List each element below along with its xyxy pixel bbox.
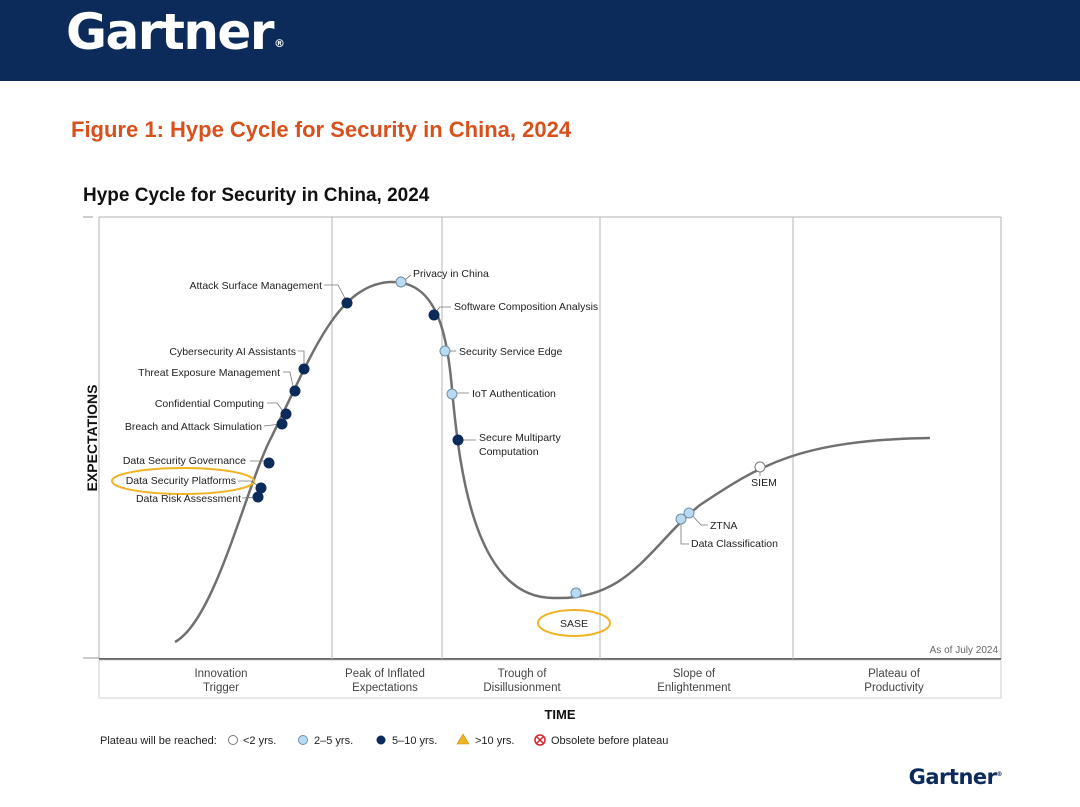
- tech-label-siem: SIEM: [751, 477, 777, 489]
- tech-label-data-classification: Data Classification: [691, 538, 778, 550]
- phase-label-band: [98, 659, 1002, 699]
- footer-gartner-logo: Gartner®: [908, 765, 1003, 789]
- legend-label: Obsolete before plateau: [551, 735, 668, 747]
- tech-label-secure-multiparty-computation-line2: Computation: [479, 446, 539, 458]
- marker-cybersecurity-ai-assistants: [298, 363, 310, 375]
- marker-ztna: [683, 507, 695, 519]
- marker-privacy-in-china: [395, 276, 407, 288]
- tech-label-attack-surface-management: Attack Surface Management: [190, 280, 323, 292]
- header-bar: Gartner®: [0, 0, 1080, 81]
- leader-line: [680, 520, 689, 545]
- legend-title: Plateau will be reached:: [100, 735, 217, 747]
- marker-attack-surface-management: [341, 297, 353, 309]
- marker-secure-multiparty-computation: [452, 434, 464, 446]
- tech-label-data-security-governance: Data Security Governance: [123, 455, 246, 467]
- phase-label: Trigger: [203, 682, 239, 694]
- tech-label-data-risk-assessment: Data Risk Assessment: [136, 493, 241, 505]
- technology-markers: [252, 276, 766, 599]
- legend-marker-white: [228, 735, 238, 745]
- phase-label: Disillusionment: [483, 682, 561, 694]
- x-axis-label: TIME: [544, 707, 575, 722]
- tech-label-cybersecurity-ai-assistants: Cybersecurity AI Assistants: [169, 346, 296, 358]
- tech-label-security-service-edge: Security Service Edge: [459, 346, 562, 358]
- phase-label: Slope of: [673, 668, 716, 680]
- tech-label-breach-and-attack-simulation: Breach and Attack Simulation: [125, 421, 262, 433]
- marker-security-service-edge: [439, 345, 451, 357]
- marker-data-classification: [675, 513, 687, 525]
- phase-labels: Innovation Trigger Peak of Inflated Expe…: [194, 668, 924, 694]
- marker-confidential-computing: [280, 408, 292, 420]
- tech-label-software-composition-analysis: Software Composition Analysis: [454, 301, 598, 313]
- highlight-ring-data-security-platforms: [111, 467, 255, 495]
- legend-marker-dark: [376, 735, 386, 745]
- legend-marker-triangle: [456, 733, 470, 745]
- as-of-label: As of July 2024: [930, 645, 999, 656]
- phase-dividers: [331, 217, 794, 659]
- technology-labels: Data Risk Assessment Data Security Platf…: [123, 268, 778, 630]
- legend-label: 5–10 yrs.: [392, 735, 437, 747]
- marker-breach-and-attack-simulation: [276, 418, 288, 430]
- chart-title: Hype Cycle for Security in China, 2024: [83, 185, 430, 206]
- phase-label: Expectations: [352, 682, 418, 694]
- marker-software-composition-analysis: [428, 309, 440, 321]
- tech-label-threat-exposure-management: Threat Exposure Management: [138, 367, 280, 379]
- leader-line: [298, 350, 305, 369]
- leader-lines: [238, 274, 761, 545]
- marker-siem: [754, 461, 766, 473]
- gartner-logo: Gartner®: [66, 3, 286, 61]
- tech-label-confidential-computing: Confidential Computing: [155, 398, 264, 410]
- marker-iot-authentication: [446, 388, 458, 400]
- y-axis-label: EXPECTATIONS: [84, 385, 100, 492]
- hype-curve: [174, 280, 931, 644]
- phase-label: Peak of Inflated: [345, 668, 425, 680]
- marker-data-risk-assessment: [252, 491, 264, 503]
- legend: Plateau will be reached: <2 yrs. 2–5 yrs…: [100, 733, 668, 747]
- leader-line: [324, 284, 348, 303]
- legend-marker-obsolete: [534, 734, 546, 746]
- leader-line: [283, 371, 295, 392]
- tech-label-privacy-in-china: Privacy in China: [413, 268, 489, 280]
- leader-line: [689, 512, 708, 526]
- marker-data-security-platforms: [255, 482, 267, 494]
- phase-label: Enlightenment: [657, 682, 731, 694]
- legend-label: 2–5 yrs.: [314, 735, 353, 747]
- marker-threat-exposure-management: [289, 385, 301, 397]
- tech-label-iot-authentication: IoT Authentication: [472, 388, 556, 400]
- legend-marker-light: [298, 735, 308, 745]
- tech-label-data-security-platforms: Data Security Platforms: [126, 475, 236, 487]
- tech-label-sase: SASE: [560, 618, 588, 630]
- phase-label: Innovation: [194, 668, 247, 680]
- legend-label: <2 yrs.: [243, 735, 276, 747]
- figure-title: Figure 1: Hype Cycle for Security in Chi…: [71, 117, 572, 142]
- legend-label: >10 yrs.: [475, 735, 514, 747]
- phase-label: Productivity: [864, 682, 924, 694]
- highlight-ring-sase: [537, 609, 611, 637]
- marker-sase: [570, 587, 582, 599]
- tech-label-ztna: ZTNA: [710, 520, 737, 532]
- marker-data-security-governance: [263, 457, 275, 469]
- phase-label: Trough of: [498, 668, 548, 680]
- phase-label: Plateau of: [868, 668, 921, 680]
- tech-label-secure-multiparty-computation-line1: Secure Multiparty: [479, 432, 561, 444]
